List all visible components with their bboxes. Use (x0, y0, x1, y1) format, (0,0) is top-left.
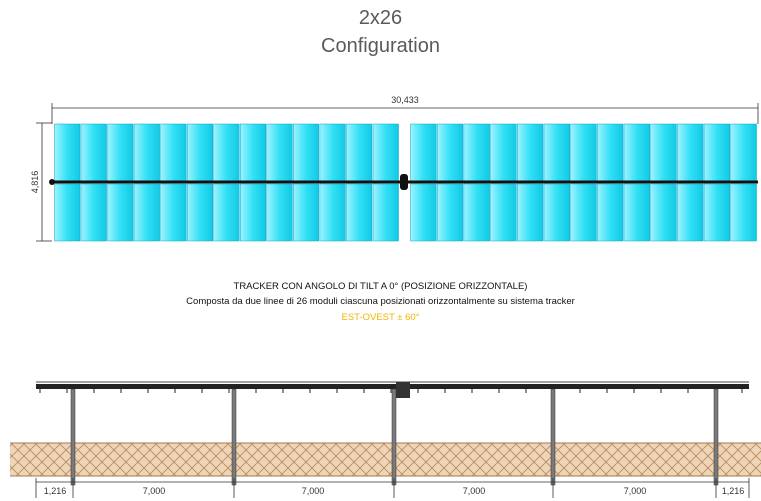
pv-module (677, 183, 704, 242)
pv-module (319, 123, 346, 182)
caption-rotation-range: EST-OVEST ± 60° (341, 312, 420, 323)
pv-module (213, 183, 240, 242)
tracker-post (231, 388, 237, 486)
caption-title: TRACKER CON ANGOLO DI TILT A 0° (POSIZIO… (233, 281, 528, 292)
pv-module (133, 183, 160, 242)
span-label: 7,000 (624, 486, 647, 496)
pv-module (570, 183, 597, 242)
pv-module (623, 123, 650, 182)
pv-module (677, 123, 704, 182)
tracker-post (70, 388, 76, 486)
pv-module (517, 183, 544, 242)
pv-module (133, 123, 160, 182)
pv-module (372, 123, 399, 182)
pv-module (54, 183, 81, 242)
ground-hatch (10, 443, 761, 476)
pv-module (346, 183, 373, 242)
pv-modules (54, 123, 757, 242)
drive-motor (400, 174, 408, 190)
tracker-post (550, 388, 556, 486)
pv-module (346, 123, 373, 182)
pv-module (490, 123, 517, 182)
tube-end-left (49, 179, 55, 185)
caption-description: Composta da due linee di 26 moduli ciasc… (186, 296, 575, 307)
pv-module (80, 123, 107, 182)
pv-module (266, 183, 293, 242)
pv-module (597, 123, 624, 182)
pv-module (213, 123, 240, 182)
pv-module (730, 123, 757, 182)
pv-module (703, 123, 731, 182)
pv-module (436, 183, 464, 242)
pv-module (80, 183, 107, 242)
pv-module (266, 123, 293, 182)
pv-module (240, 123, 267, 182)
tracker-post (713, 388, 719, 486)
pv-module (293, 123, 320, 182)
config-title: 2x26 (358, 7, 403, 29)
tracker-posts (70, 388, 719, 486)
pv-module (517, 123, 544, 182)
pv-module (410, 123, 437, 182)
pv-module (597, 183, 624, 242)
pv-module (543, 123, 570, 182)
pv-module (410, 183, 437, 242)
pv-module (186, 123, 213, 182)
elevation-motor (396, 382, 410, 398)
pv-module (543, 183, 570, 242)
pv-module (107, 183, 134, 242)
span-label: 7,000 (143, 486, 166, 496)
span-label: 1,216 (722, 486, 745, 496)
pv-module (160, 183, 187, 242)
span-label: 7,000 (302, 486, 325, 496)
pv-module (319, 183, 346, 242)
pv-module (703, 183, 731, 242)
config-subtitle: Configuration (321, 35, 440, 57)
pv-module (293, 183, 320, 242)
span-label: 7,000 (463, 486, 486, 496)
plan-view: 30,433 4,816 (30, 95, 759, 242)
pv-module (372, 183, 399, 242)
pv-module (54, 123, 81, 182)
span-label: 1,216 (44, 486, 67, 496)
span-dimensions: 1,216 7,000 7,000 7,000 7,000 1,216 (35, 478, 750, 498)
length-dimension-label: 30,433 (391, 95, 419, 105)
module-beam (36, 384, 749, 389)
elevation-view: 1,216 7,000 7,000 7,000 7,000 1,216 (10, 381, 761, 498)
width-dimension-label: 4,816 (30, 171, 40, 194)
pv-module (160, 123, 187, 182)
pv-module (463, 123, 490, 182)
tracker-post (391, 388, 397, 486)
pv-module (463, 183, 490, 242)
pv-module (186, 183, 213, 242)
pv-module (623, 183, 650, 242)
pv-module (240, 183, 267, 242)
pv-module (650, 123, 677, 182)
pv-module (570, 123, 597, 182)
pv-module (730, 183, 757, 242)
pv-module (107, 123, 134, 182)
pv-module (436, 123, 464, 182)
pv-module (650, 183, 677, 242)
pv-module (490, 183, 517, 242)
